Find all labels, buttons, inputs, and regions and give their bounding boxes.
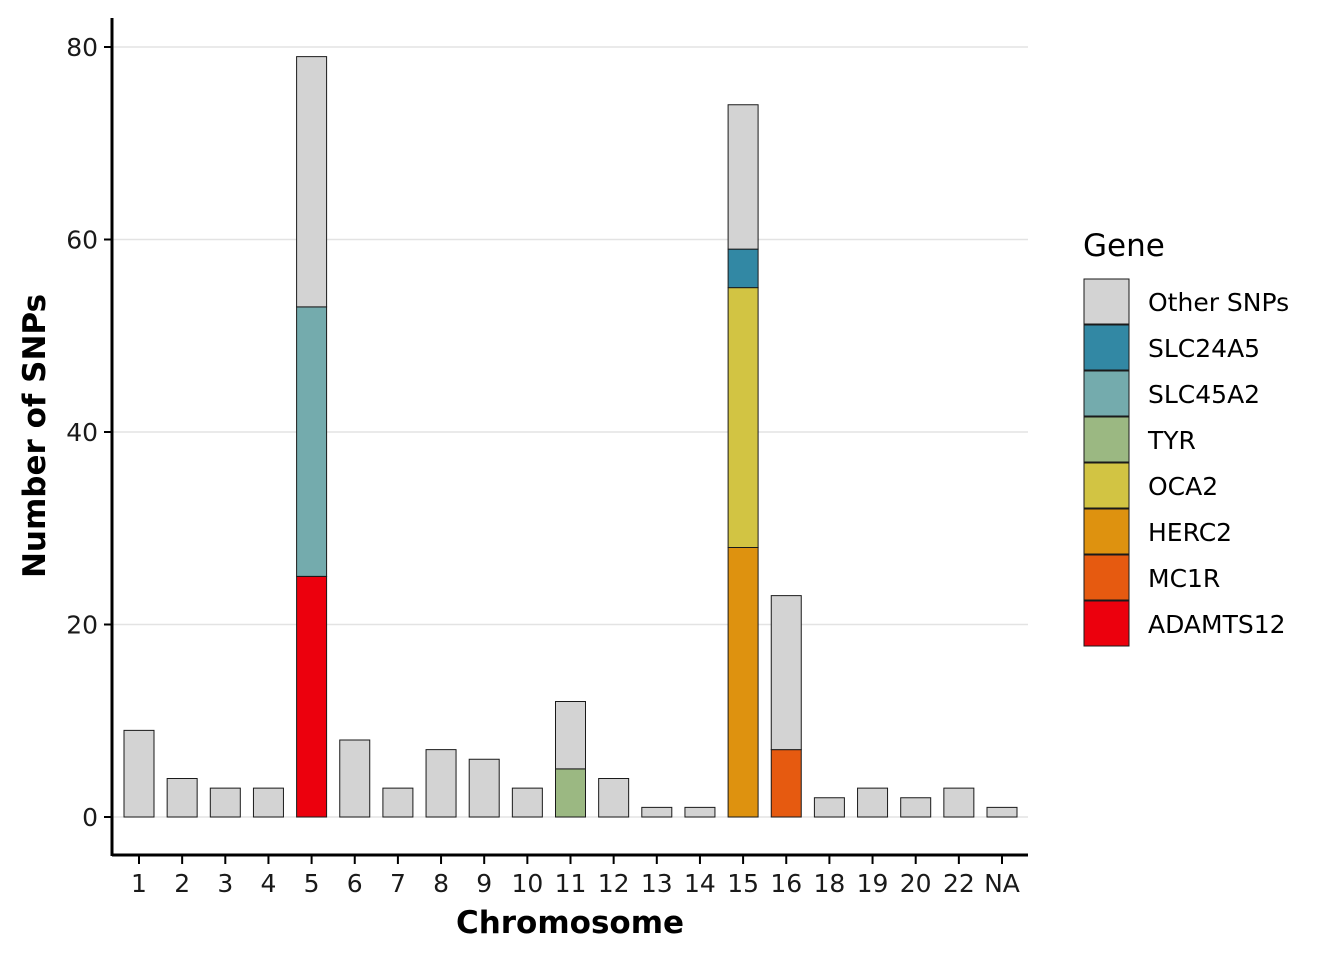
legend-swatch-adamts12 [1083,600,1130,647]
x-tick-label-4: 4 [260,869,276,898]
x-tick-label-11: 11 [555,869,587,898]
bar-chr15-herc2 [727,547,759,818]
legend-swatch-herc2 [1083,508,1130,555]
y-tick-label-20: 20 [66,611,98,640]
bar-chrNA-other-snps [986,806,1018,818]
x-tick-label-5: 5 [304,869,320,898]
bar-chr5-other-snps [296,56,328,308]
x-tick-label-12: 12 [598,869,630,898]
legend-label-oca2: OCA2 [1148,472,1218,501]
bar-chr3-other-snps [209,787,241,818]
x-tick-label-8: 8 [433,869,449,898]
bar-chr11-other-snps [555,701,586,770]
x-tick-label-15: 15 [727,869,759,898]
y-tick-label-40: 40 [66,418,98,447]
x-tick-label-2: 2 [174,869,190,898]
legend: Gene Other SNPs SLC24A5 SLC45A2 TYR OCA2 HERC… [1083,228,1289,647]
x-tick-label-7: 7 [390,869,406,898]
x-tick-label-3: 3 [217,869,233,898]
legend-label-herc2: HERC2 [1148,518,1232,547]
x-tick-label-13: 13 [641,869,673,898]
bar-chr10-other-snps [511,787,543,818]
legend-swatch-slc45a2 [1083,370,1130,417]
x-tick-label-20: 20 [900,869,932,898]
bar-chr20-other-snps [900,797,932,818]
bar-chr11-tyr [555,768,586,818]
bar-chr22-other-snps [943,787,975,818]
bar-chr1-other-snps [123,729,155,818]
y-tick-label-60: 60 [66,226,98,255]
x-tick-label-6: 6 [347,869,363,898]
bar-chr14-other-snps [684,806,716,818]
x-ticks: 1 2 3 4 5 6 7 8 9 10 11 12 13 14 15 16 18 19 20 22 NA [131,856,1020,898]
bar-chr12-other-snps [598,778,630,818]
legend-swatch-other-snps [1083,278,1130,325]
bars [123,56,1018,818]
bar-chr8-other-snps [425,749,457,818]
bar-chr9-other-snps [468,758,500,818]
legend-swatch-slc24a5 [1083,324,1130,371]
bar-chr5-slc45a2 [296,306,328,577]
bar-chr16-mc1r [770,749,802,818]
bar-chr19-other-snps [857,787,889,818]
x-tick-label-9: 9 [476,869,492,898]
legend-title: Gene [1083,228,1165,264]
legend-swatch-oca2 [1083,462,1130,509]
bar-chr15-other-snps [727,104,759,250]
legend-label-tyr: TYR [1147,426,1196,455]
bar-chr7-other-snps [382,787,414,818]
bar-chr18-other-snps [813,797,845,818]
x-tick-label-18: 18 [813,869,845,898]
bar-chr13-other-snps [641,806,673,818]
bar-chr15-slc24a5 [727,248,759,289]
bar-chr6-other-snps [339,739,371,818]
legend-label-slc45a2: SLC45A2 [1148,380,1260,409]
y-ticks: 0 20 40 60 80 [66,33,112,832]
legend-swatch-mc1r [1083,554,1130,601]
legend-label-slc24a5: SLC24A5 [1148,334,1260,363]
x-tick-label-14: 14 [684,869,716,898]
legend-label-mc1r: MC1R [1148,564,1220,593]
legend-swatch-tyr [1083,416,1130,463]
x-tick-label-22: 22 [943,869,975,898]
bar-chr15-oca2 [727,287,759,548]
y-tick-label-80: 80 [66,33,98,62]
y-tick-label-0: 0 [82,803,98,832]
y-axis-title: Number of SNPs [17,294,53,578]
x-axis-title: Chromosome [456,905,684,941]
x-tick-label-19: 19 [857,869,889,898]
bar-chr5-adamts12 [296,575,328,818]
legend-label-other-snps: Other SNPs [1148,288,1289,317]
bar-chr16-other-snps [770,595,802,751]
x-tick-label-16: 16 [770,869,802,898]
legend-items: Other SNPs SLC24A5 SLC45A2 TYR OCA2 HERC2 MC1R… [1083,278,1289,647]
bar-chr4-other-snps [252,787,284,818]
legend-label-adamts12: ADAMTS12 [1148,610,1286,639]
x-tick-label-NA: NA [984,869,1020,898]
axes [110,18,1028,857]
x-tick-label-10: 10 [511,869,543,898]
bar-chr2-other-snps [166,778,198,818]
x-tick-label-1: 1 [131,869,147,898]
